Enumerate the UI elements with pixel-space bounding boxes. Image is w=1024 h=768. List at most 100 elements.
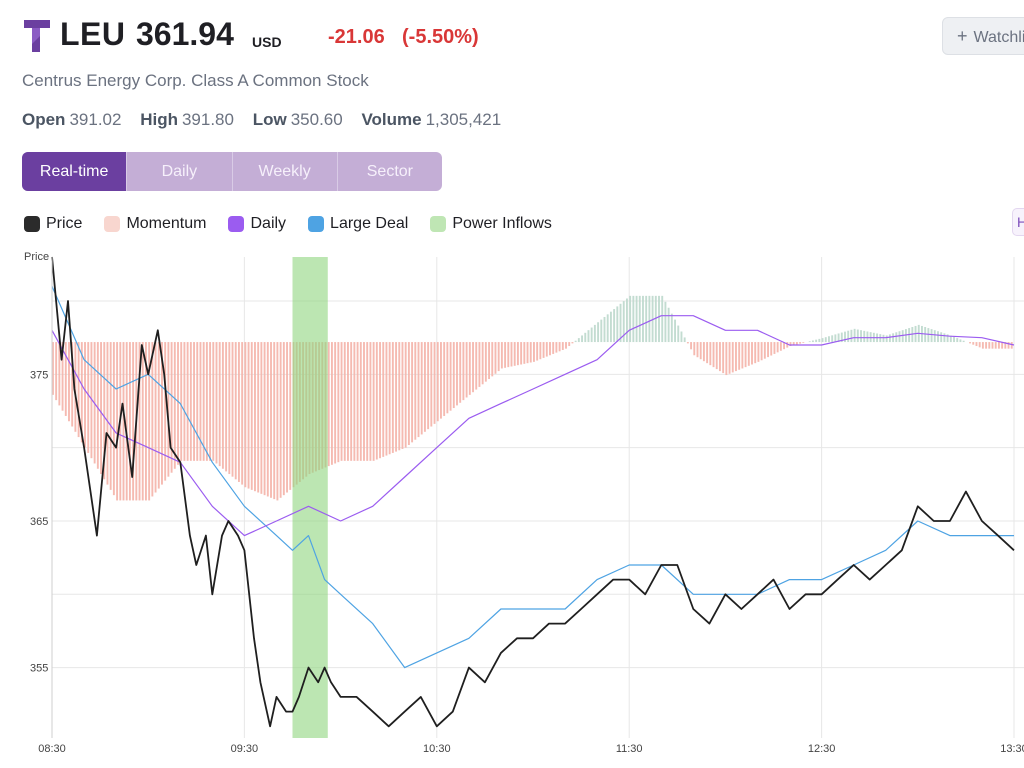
legend-item-power-inflows[interactable]: Power Inflows xyxy=(430,215,552,233)
momentum-bar xyxy=(674,319,676,343)
momentum-bar xyxy=(712,342,715,368)
momentum-bar xyxy=(87,342,90,453)
momentum-bar xyxy=(80,342,83,443)
momentum-bar xyxy=(472,342,474,393)
momentum-bar xyxy=(677,325,680,343)
legend-item-daily[interactable]: Daily xyxy=(228,215,286,233)
momentum-bar xyxy=(953,336,955,343)
legend-label: Daily xyxy=(250,215,287,232)
momentum-bar xyxy=(180,342,183,461)
momentum-bar xyxy=(741,342,744,369)
momentum-bar xyxy=(170,342,173,473)
momentum-bar xyxy=(196,342,199,461)
momentum-bar xyxy=(786,342,789,348)
momentum-bar xyxy=(702,342,705,362)
momentum-bar xyxy=(658,295,660,343)
momentum-bar xyxy=(667,307,670,343)
momentum-bar xyxy=(972,342,975,345)
momentum-bar xyxy=(779,342,782,351)
tab-weekly[interactable]: Weekly xyxy=(231,152,337,191)
momentum-bar xyxy=(90,342,93,459)
momentum-bar xyxy=(282,342,285,496)
momentum-bar xyxy=(722,342,725,374)
momentum-bar xyxy=(144,342,147,501)
momentum-bar xyxy=(706,342,709,364)
momentum-bar xyxy=(504,342,507,368)
momentum-bar xyxy=(491,342,494,377)
momentum-bar xyxy=(885,335,888,343)
momentum-bar xyxy=(789,342,792,347)
watchlist-label: Watchlist xyxy=(973,29,1024,46)
momentum-bar xyxy=(122,342,125,501)
momentum-bar xyxy=(686,342,689,344)
momentum-bar xyxy=(616,306,619,343)
momentum-bar xyxy=(237,342,240,482)
momentum-bar xyxy=(228,342,231,475)
quote-header: LEU 361.94 USD -21.06 (-5.50%) xyxy=(22,14,1024,62)
tab-real-time[interactable]: Real-time xyxy=(22,152,127,191)
momentum-bar xyxy=(154,342,157,493)
momentum-bar xyxy=(651,295,654,343)
momentum-bar xyxy=(209,342,212,461)
momentum-bar xyxy=(64,342,67,416)
momentum-bar xyxy=(760,342,763,361)
momentum-bar xyxy=(661,295,664,343)
momentum-bar xyxy=(690,342,693,350)
legend-item-price[interactable]: Price xyxy=(24,215,82,233)
t-logo-icon xyxy=(24,20,50,52)
currency-label: USD xyxy=(252,34,282,50)
momentum-bar xyxy=(481,342,484,385)
tab-sector[interactable]: Sector xyxy=(336,152,442,191)
momentum-bar xyxy=(109,342,112,490)
momentum-bar xyxy=(629,295,632,343)
legend-item-momentum[interactable]: Momentum xyxy=(104,215,206,233)
momentum-bar xyxy=(334,342,337,464)
momentum-bar xyxy=(423,342,426,432)
momentum-bar xyxy=(767,342,769,358)
momentum-bar xyxy=(613,309,616,343)
momentum-bar xyxy=(635,295,638,343)
x-tick-label: 13:30 xyxy=(1000,743,1024,755)
momentum-bar xyxy=(465,342,468,398)
momentum-bar xyxy=(353,342,356,461)
momentum-bar xyxy=(773,342,776,354)
y-tick-label: 355 xyxy=(30,663,48,675)
momentum-bar xyxy=(795,342,798,345)
series-line-large-deal xyxy=(51,286,1014,669)
momentum-bar xyxy=(516,342,519,366)
momentum-bar xyxy=(824,337,827,343)
price-change-percent: (-5.50%) xyxy=(402,26,479,48)
momentum-bar xyxy=(619,303,622,343)
momentum-bar xyxy=(949,335,952,343)
momentum-bar xyxy=(670,313,673,343)
momentum-bar xyxy=(103,342,106,480)
momentum-bar xyxy=(956,338,959,343)
momentum-bar xyxy=(593,324,596,343)
momentum-bar xyxy=(347,342,349,461)
momentum-bar xyxy=(244,342,247,488)
momentum-bar xyxy=(549,342,551,356)
tab-daily[interactable]: Daily xyxy=(126,152,231,191)
momentum-bar xyxy=(459,342,462,403)
momentum-bar xyxy=(545,342,548,357)
momentum-bar xyxy=(128,342,131,501)
momentum-bar xyxy=(420,342,423,435)
legend-item-large-deal[interactable]: Large Deal xyxy=(308,215,408,233)
momentum-bar xyxy=(257,342,260,493)
plus-icon: + xyxy=(957,26,968,46)
add-watchlist-button[interactable]: + Watchlist xyxy=(942,17,1024,55)
momentum-bar xyxy=(815,339,818,343)
momentum-bar xyxy=(680,331,683,343)
momentum-bar xyxy=(799,342,802,344)
legend-overflow-button[interactable]: H xyxy=(1012,208,1024,236)
momentum-bar xyxy=(933,330,936,343)
last-price: 361.94 xyxy=(136,16,234,52)
momentum-bar xyxy=(205,342,208,461)
momentum-bar xyxy=(382,342,385,457)
momentum-bar xyxy=(440,342,442,419)
momentum-bar xyxy=(520,342,523,365)
momentum-bar xyxy=(962,340,965,343)
momentum-bar xyxy=(699,342,702,360)
momentum-bar xyxy=(904,329,907,343)
momentum-bar xyxy=(523,342,526,364)
